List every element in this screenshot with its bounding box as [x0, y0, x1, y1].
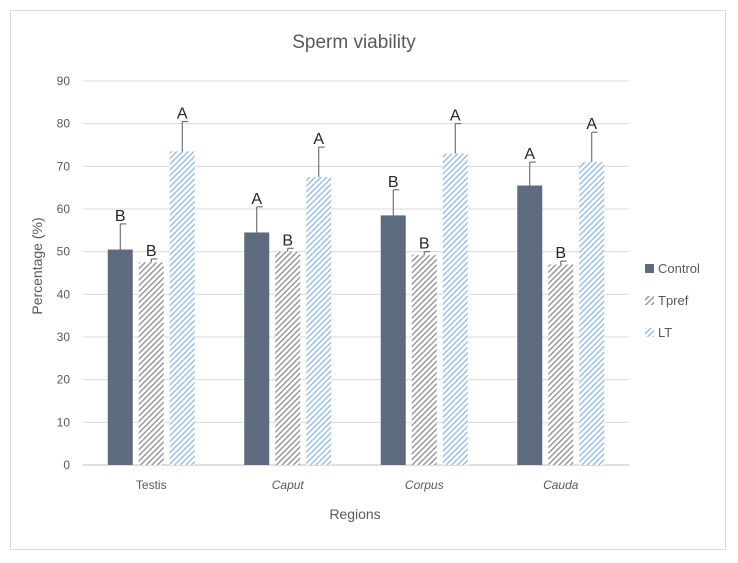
gridlines	[83, 80, 629, 466]
x-tick-label: Testis	[136, 478, 167, 492]
significance-letter: B	[555, 245, 566, 262]
bar-control-cauda	[517, 185, 543, 466]
bar-control-testis	[107, 249, 133, 465]
y-tick-label: 50	[57, 245, 71, 259]
legend: Control Tpref LT	[645, 261, 700, 340]
bar-lt-caput	[306, 177, 332, 465]
significance-letter: A	[586, 116, 597, 133]
significance-letter: B	[419, 236, 430, 253]
significance-letter: A	[524, 146, 535, 163]
bar-lt-testis	[169, 151, 195, 465]
chart-title: Sperm viability	[292, 32, 416, 53]
significance-letter: A	[450, 108, 461, 125]
x-axis-label: Regions	[329, 506, 380, 522]
legend-label-lt: LT	[658, 325, 672, 340]
y-tick-label: 0	[63, 458, 70, 472]
bar-lt-corpus	[442, 153, 468, 466]
y-axis-ticks: 0 10 20 30 40 50 60 70 80 90	[57, 74, 71, 472]
y-tick-label: 10	[57, 415, 71, 429]
significance-letter: B	[388, 174, 399, 191]
x-axis-ticks: Testis Caput Corpus Cauda	[136, 478, 579, 492]
y-tick-label: 90	[57, 74, 71, 88]
legend-label-control: Control	[658, 261, 700, 276]
legend-label-tpref: Tpref	[658, 293, 689, 308]
significance-letter: B	[115, 208, 126, 225]
y-tick-label: 60	[57, 202, 71, 216]
x-tick-label: Caput	[272, 478, 305, 492]
y-axis-label: Percentage (%)	[29, 217, 45, 314]
y-tick-label: 30	[57, 330, 71, 344]
x-tick-label: Corpus	[405, 478, 444, 492]
bar-tpref-cauda	[548, 264, 574, 465]
legend-swatch-tpref	[645, 296, 654, 305]
y-tick-label: 70	[57, 159, 71, 173]
chart-svg: Sperm viability 0 10 20 30 40 50 60 70 80 90 B B A A…	[29, 32, 700, 522]
bar-tpref-caput	[275, 251, 301, 465]
significance-letter: B	[282, 232, 293, 249]
legend-swatch-lt	[645, 328, 654, 337]
bar-lt-cauda	[579, 162, 605, 466]
bar-control-caput	[244, 232, 270, 465]
significance-letter: A	[177, 106, 188, 123]
y-tick-label: 20	[57, 373, 71, 387]
y-tick-label: 80	[57, 117, 71, 131]
bar-tpref-corpus	[411, 255, 437, 465]
y-tick-label: 40	[57, 287, 71, 301]
legend-swatch-control	[645, 264, 654, 273]
bar-tpref-testis	[138, 262, 164, 465]
significance-letter: A	[251, 191, 262, 208]
bars: B B A A B A B B A A B A	[107, 106, 605, 466]
bar-control-corpus	[380, 215, 406, 465]
significance-letter: B	[146, 243, 157, 260]
chart-frame: Sperm viability 0 10 20 30 40 50 60 70 80 90 B B A A…	[10, 10, 726, 550]
significance-letter: A	[313, 131, 324, 148]
x-tick-label: Cauda	[543, 478, 579, 492]
